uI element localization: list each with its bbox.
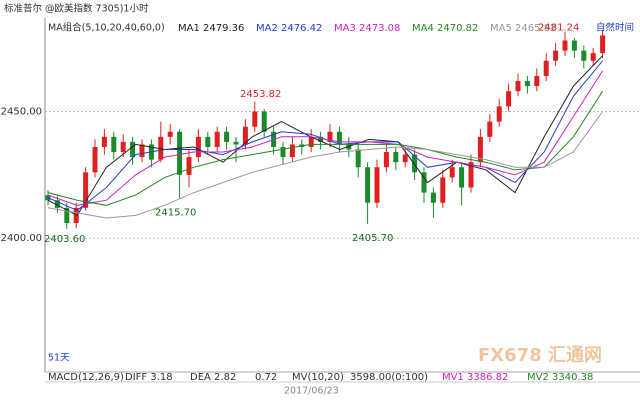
annotation: 2415.70 xyxy=(155,207,196,218)
candle-body xyxy=(261,111,267,132)
annotation: 2405.70 xyxy=(352,233,393,244)
candle-body xyxy=(139,144,145,158)
candle-body xyxy=(553,50,559,61)
candle-body xyxy=(224,131,230,142)
candle-body xyxy=(130,141,136,158)
candle-body xyxy=(167,131,173,137)
indicator: DIFF 3.18 xyxy=(125,372,173,383)
ma-line xyxy=(47,55,603,217)
candle-body xyxy=(83,172,89,208)
candle-body xyxy=(459,167,465,188)
candle-body xyxy=(562,40,568,51)
candle-body xyxy=(92,146,98,173)
candle-body xyxy=(280,146,286,158)
candle-body xyxy=(543,60,549,76)
candle-body xyxy=(449,167,455,178)
candle-body xyxy=(383,152,389,168)
candle-body xyxy=(289,144,295,158)
indicator: 3598.00(0:100) xyxy=(350,372,428,383)
legend-entry: MA3 2473.08 xyxy=(334,23,400,34)
y-tick-label: 2400.00 xyxy=(1,233,42,244)
candle-body xyxy=(496,106,502,122)
candle-body xyxy=(524,81,530,87)
candle-body xyxy=(393,152,399,163)
annotation: 2453.82 xyxy=(240,89,281,100)
indicator: 0.72 xyxy=(255,372,277,383)
candle-body xyxy=(336,131,342,145)
candle-body xyxy=(468,162,474,188)
candle-body xyxy=(64,207,70,224)
candle-body xyxy=(54,200,60,208)
candle-body xyxy=(308,136,314,147)
legend-entry: MA2 2476.42 xyxy=(256,23,322,34)
candle-body xyxy=(515,81,521,92)
watermark: FX678 汇通网 xyxy=(478,345,602,366)
candle-body xyxy=(186,157,192,175)
candle-body xyxy=(477,136,483,163)
candle-body xyxy=(318,136,324,142)
candle-body xyxy=(214,131,220,147)
candle-body xyxy=(534,75,540,87)
candle-body xyxy=(581,50,587,61)
chart-title: 标准普尔 @欧美指数 7305)1小时 xyxy=(4,3,149,15)
candle-body xyxy=(158,136,164,160)
candle-body xyxy=(111,136,117,153)
y-tick-label: 2450.00 xyxy=(1,106,42,117)
candle-body xyxy=(233,141,239,145)
candle-body xyxy=(590,53,596,61)
indicator: MV2 3340.38 xyxy=(527,372,593,383)
candle-body xyxy=(571,40,577,51)
date-label: 2017/06/23 xyxy=(284,386,339,397)
candle-body xyxy=(440,177,446,203)
indicator: MV(10,20) xyxy=(292,372,344,383)
period-label: 51天 xyxy=(48,353,70,364)
ma-line xyxy=(47,70,604,206)
candle-body xyxy=(101,136,107,147)
annotation: 2403.60 xyxy=(44,234,85,245)
ma-line xyxy=(47,111,604,219)
candle-body xyxy=(421,172,427,193)
candle-body xyxy=(600,35,606,54)
candle-body xyxy=(195,136,201,158)
candle-body xyxy=(327,131,333,142)
candle-body xyxy=(355,149,361,168)
indicator: MV1 3386.82 xyxy=(442,372,508,383)
candle-body xyxy=(242,126,248,145)
legend-entry: MA5 2465.82 xyxy=(490,23,556,34)
candle-body xyxy=(205,136,211,147)
legend-entry: MA4 2470.82 xyxy=(412,23,478,34)
candle-body xyxy=(506,91,512,107)
candle-body xyxy=(374,167,380,203)
candle-body xyxy=(120,141,126,153)
candle-body xyxy=(402,154,408,163)
ma-title: MA组合(5,10,20,40,60,0) xyxy=(48,22,165,34)
time-mode[interactable]: 自然时间 xyxy=(596,22,634,34)
indicator: MACD(12,26,9) xyxy=(48,372,124,383)
candle-body xyxy=(412,154,418,173)
annotation: 2481.24 xyxy=(538,22,579,33)
candle-body xyxy=(252,111,258,127)
ma-line xyxy=(47,90,604,206)
candle-body xyxy=(177,131,183,175)
candle-body xyxy=(430,192,436,203)
candle-body xyxy=(45,195,51,201)
candle-body xyxy=(487,121,493,137)
legend-entry: MA1 2479.36 xyxy=(178,23,244,34)
candle-body xyxy=(346,144,352,150)
candle-body xyxy=(365,167,371,203)
indicator: DEA 2.82 xyxy=(190,372,236,383)
